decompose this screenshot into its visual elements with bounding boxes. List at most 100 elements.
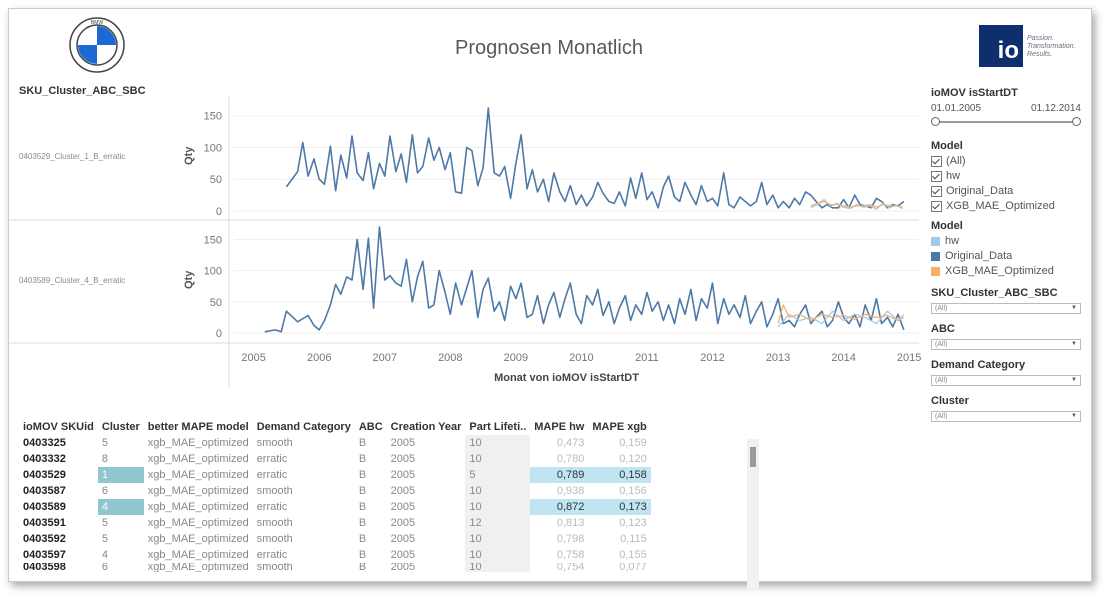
table-cell: erratic	[256, 549, 288, 561]
legend-item[interactable]: Original_Data	[931, 250, 1081, 262]
y-axis-label: Qty	[183, 270, 195, 289]
table-cell: 10	[465, 531, 531, 547]
table-cell: B	[358, 453, 367, 465]
table-cell: 2005	[390, 501, 416, 513]
legend-item[interactable]: XGB_MAE_Optimized	[931, 265, 1081, 277]
io-logo: io	[979, 25, 1023, 67]
column-header[interactable]: ABC	[358, 421, 383, 433]
table-row[interactable]: 0403592 5 xgb_MAE_optimized smooth B 2005 10 0,…	[19, 531, 651, 547]
table-cell: 0,156	[619, 485, 647, 497]
table-row[interactable]: 0403529 1 xgb_MAE_optimized erratic B 2005 5 0,…	[19, 467, 651, 483]
table-cell: 2005	[390, 453, 416, 465]
io-tagline: Passion. Transformation. Results.	[1027, 35, 1076, 59]
dropdown-label: Demand Category	[931, 359, 1026, 371]
table-cell: smooth	[256, 485, 293, 497]
column-header[interactable]: Part Lifeti..	[469, 421, 527, 433]
model-legend-list: hw Original_Data XGB_MAE_Optimized	[931, 235, 1081, 277]
io-tagline-2: Transformation.	[1027, 43, 1076, 50]
table-cell: B	[358, 501, 367, 513]
table-row[interactable]: 0403325 5 xgb_MAE_optimized smooth B 2005 10 0,…	[19, 435, 651, 451]
checkbox-checked-icon[interactable]	[931, 185, 942, 197]
series-line-xgb-mae-optimized[interactable]	[777, 304, 905, 324]
column-header[interactable]: Creation Year	[390, 421, 462, 433]
column-header[interactable]: Cluster	[101, 421, 140, 433]
filter-dropdown[interactable]: (All) ▼	[931, 339, 1081, 350]
table-row[interactable]: 0403591 5 xgb_MAE_optimized smooth B 2005 12 0,…	[19, 515, 651, 531]
date-slider[interactable]	[931, 116, 1081, 128]
table-cell: xgb_MAE_optimized	[147, 563, 249, 572]
table-cell: 6	[101, 563, 109, 572]
series-line-original-data[interactable]	[264, 226, 905, 333]
checkbox-checked-icon[interactable]	[931, 200, 942, 212]
series-line-xgb-mae-optimized[interactable]	[810, 200, 903, 208]
table-row[interactable]: 0403598 6 xgb_MAE_optimized smooth B 2005 10 0,…	[19, 563, 651, 572]
sidebar: ioMOV isStartDT 01.01.2005 01.12.2014 Mo…	[931, 87, 1081, 422]
table-cell: smooth	[256, 517, 293, 529]
table-cell: xgb_MAE_optimized	[147, 485, 249, 497]
table-row[interactable]: 0403597 4 xgb_MAE_optimized erratic B 2005 10 0…	[19, 547, 651, 563]
table-row[interactable]: 0403332 8 xgb_MAE_optimized erratic B 2005 10 0…	[19, 451, 651, 467]
table-cell: 0,758	[556, 549, 585, 561]
x-axis-label: Monat von ioMOV isStartDT	[494, 372, 639, 384]
table-cell: 0,173	[588, 499, 651, 515]
table-scrollbar[interactable]	[747, 439, 759, 589]
table-cell: xgb_MAE_optimized	[147, 501, 249, 513]
model-filter-option[interactable]: XGB_MAE_Optimized	[931, 200, 1081, 212]
date-slider-handle-end[interactable]	[1072, 117, 1081, 126]
column-header[interactable]: MAPE xgb	[592, 421, 647, 433]
model-filter-label: Model	[931, 140, 963, 152]
panel-row-label: 0403589_Cluster_4_B_erratic	[19, 276, 125, 285]
table-cell: 0,872	[530, 499, 589, 515]
y-tick-label: 50	[210, 297, 222, 309]
date-slider-track	[935, 121, 1077, 123]
table-cell: 0,754	[556, 563, 585, 572]
table-cell: 0,077	[619, 563, 647, 572]
chevron-down-icon: ▼	[1071, 413, 1077, 419]
legend-label: XGB_MAE_Optimized	[945, 265, 1054, 277]
column-header[interactable]: Demand Category	[256, 421, 351, 433]
table-cell: 0,789	[530, 467, 589, 483]
series-line-original-data[interactable]	[285, 107, 905, 209]
table-row[interactable]: 0403587 6 xgb_MAE_optimized smooth B 2005 10 0,…	[19, 483, 651, 499]
table-cell: 10	[465, 435, 531, 451]
filter-dropdown[interactable]: (All) ▼	[931, 303, 1081, 314]
line-chart-panels[interactable]: 0403529_Cluster_1_B_erratic Qty 150 100 50 0 0…	[9, 97, 929, 397]
model-legend-label: Model	[931, 220, 963, 232]
table-cell: 2005	[390, 469, 416, 481]
series-line-hw[interactable]	[777, 310, 905, 328]
checkbox-checked-icon[interactable]	[931, 155, 942, 167]
dropdown-value: (All)	[935, 377, 948, 384]
x-tick-label: 2006	[307, 352, 331, 364]
model-filter-option[interactable]: Original_Data	[931, 185, 1081, 197]
column-header[interactable]: better MAPE model	[147, 421, 249, 433]
table-row[interactable]: 0403589 4 xgb_MAE_optimized erratic B 2005 10 0…	[19, 499, 651, 515]
table-cell: erratic	[256, 501, 288, 513]
checkbox-checked-icon[interactable]	[931, 170, 942, 182]
model-filter-option[interactable]: hw	[931, 170, 1081, 182]
table-cell: 1	[97, 467, 144, 483]
table-cell: 0,798	[556, 533, 585, 545]
table-cell: 0,159	[619, 437, 647, 449]
table-cell: 8	[101, 453, 109, 465]
table-cell: 0403332	[23, 453, 66, 465]
table-cell: 0403589	[23, 501, 66, 513]
column-header[interactable]: MAPE hw	[534, 421, 585, 433]
column-header[interactable]: ioMOV SKUid	[23, 421, 94, 433]
x-tick-label: 2011	[635, 352, 659, 364]
filter-dropdown[interactable]: (All) ▼	[931, 411, 1081, 422]
legend-item[interactable]: hw	[931, 235, 1081, 247]
table-cell: 2005	[390, 437, 416, 449]
table-cell: B	[358, 437, 367, 449]
table-cell: B	[358, 549, 367, 561]
table-cell: 6	[101, 485, 109, 497]
series-line-hw[interactable]	[810, 198, 903, 210]
filter-dropdown[interactable]: (All) ▼	[931, 375, 1081, 386]
chevron-down-icon: ▼	[1071, 305, 1077, 311]
date-end: 01.12.2014	[1030, 103, 1081, 114]
date-slider-handle-start[interactable]	[931, 117, 940, 126]
y-tick-label: 50	[210, 174, 222, 186]
table-cell: 0403592	[23, 533, 66, 545]
model-filter-option[interactable]: (All)	[931, 155, 1081, 167]
table-header-row: ioMOV SKUid Cluster better MAPE model Deman…	[19, 419, 651, 435]
table-scrollbar-thumb[interactable]	[750, 447, 756, 467]
